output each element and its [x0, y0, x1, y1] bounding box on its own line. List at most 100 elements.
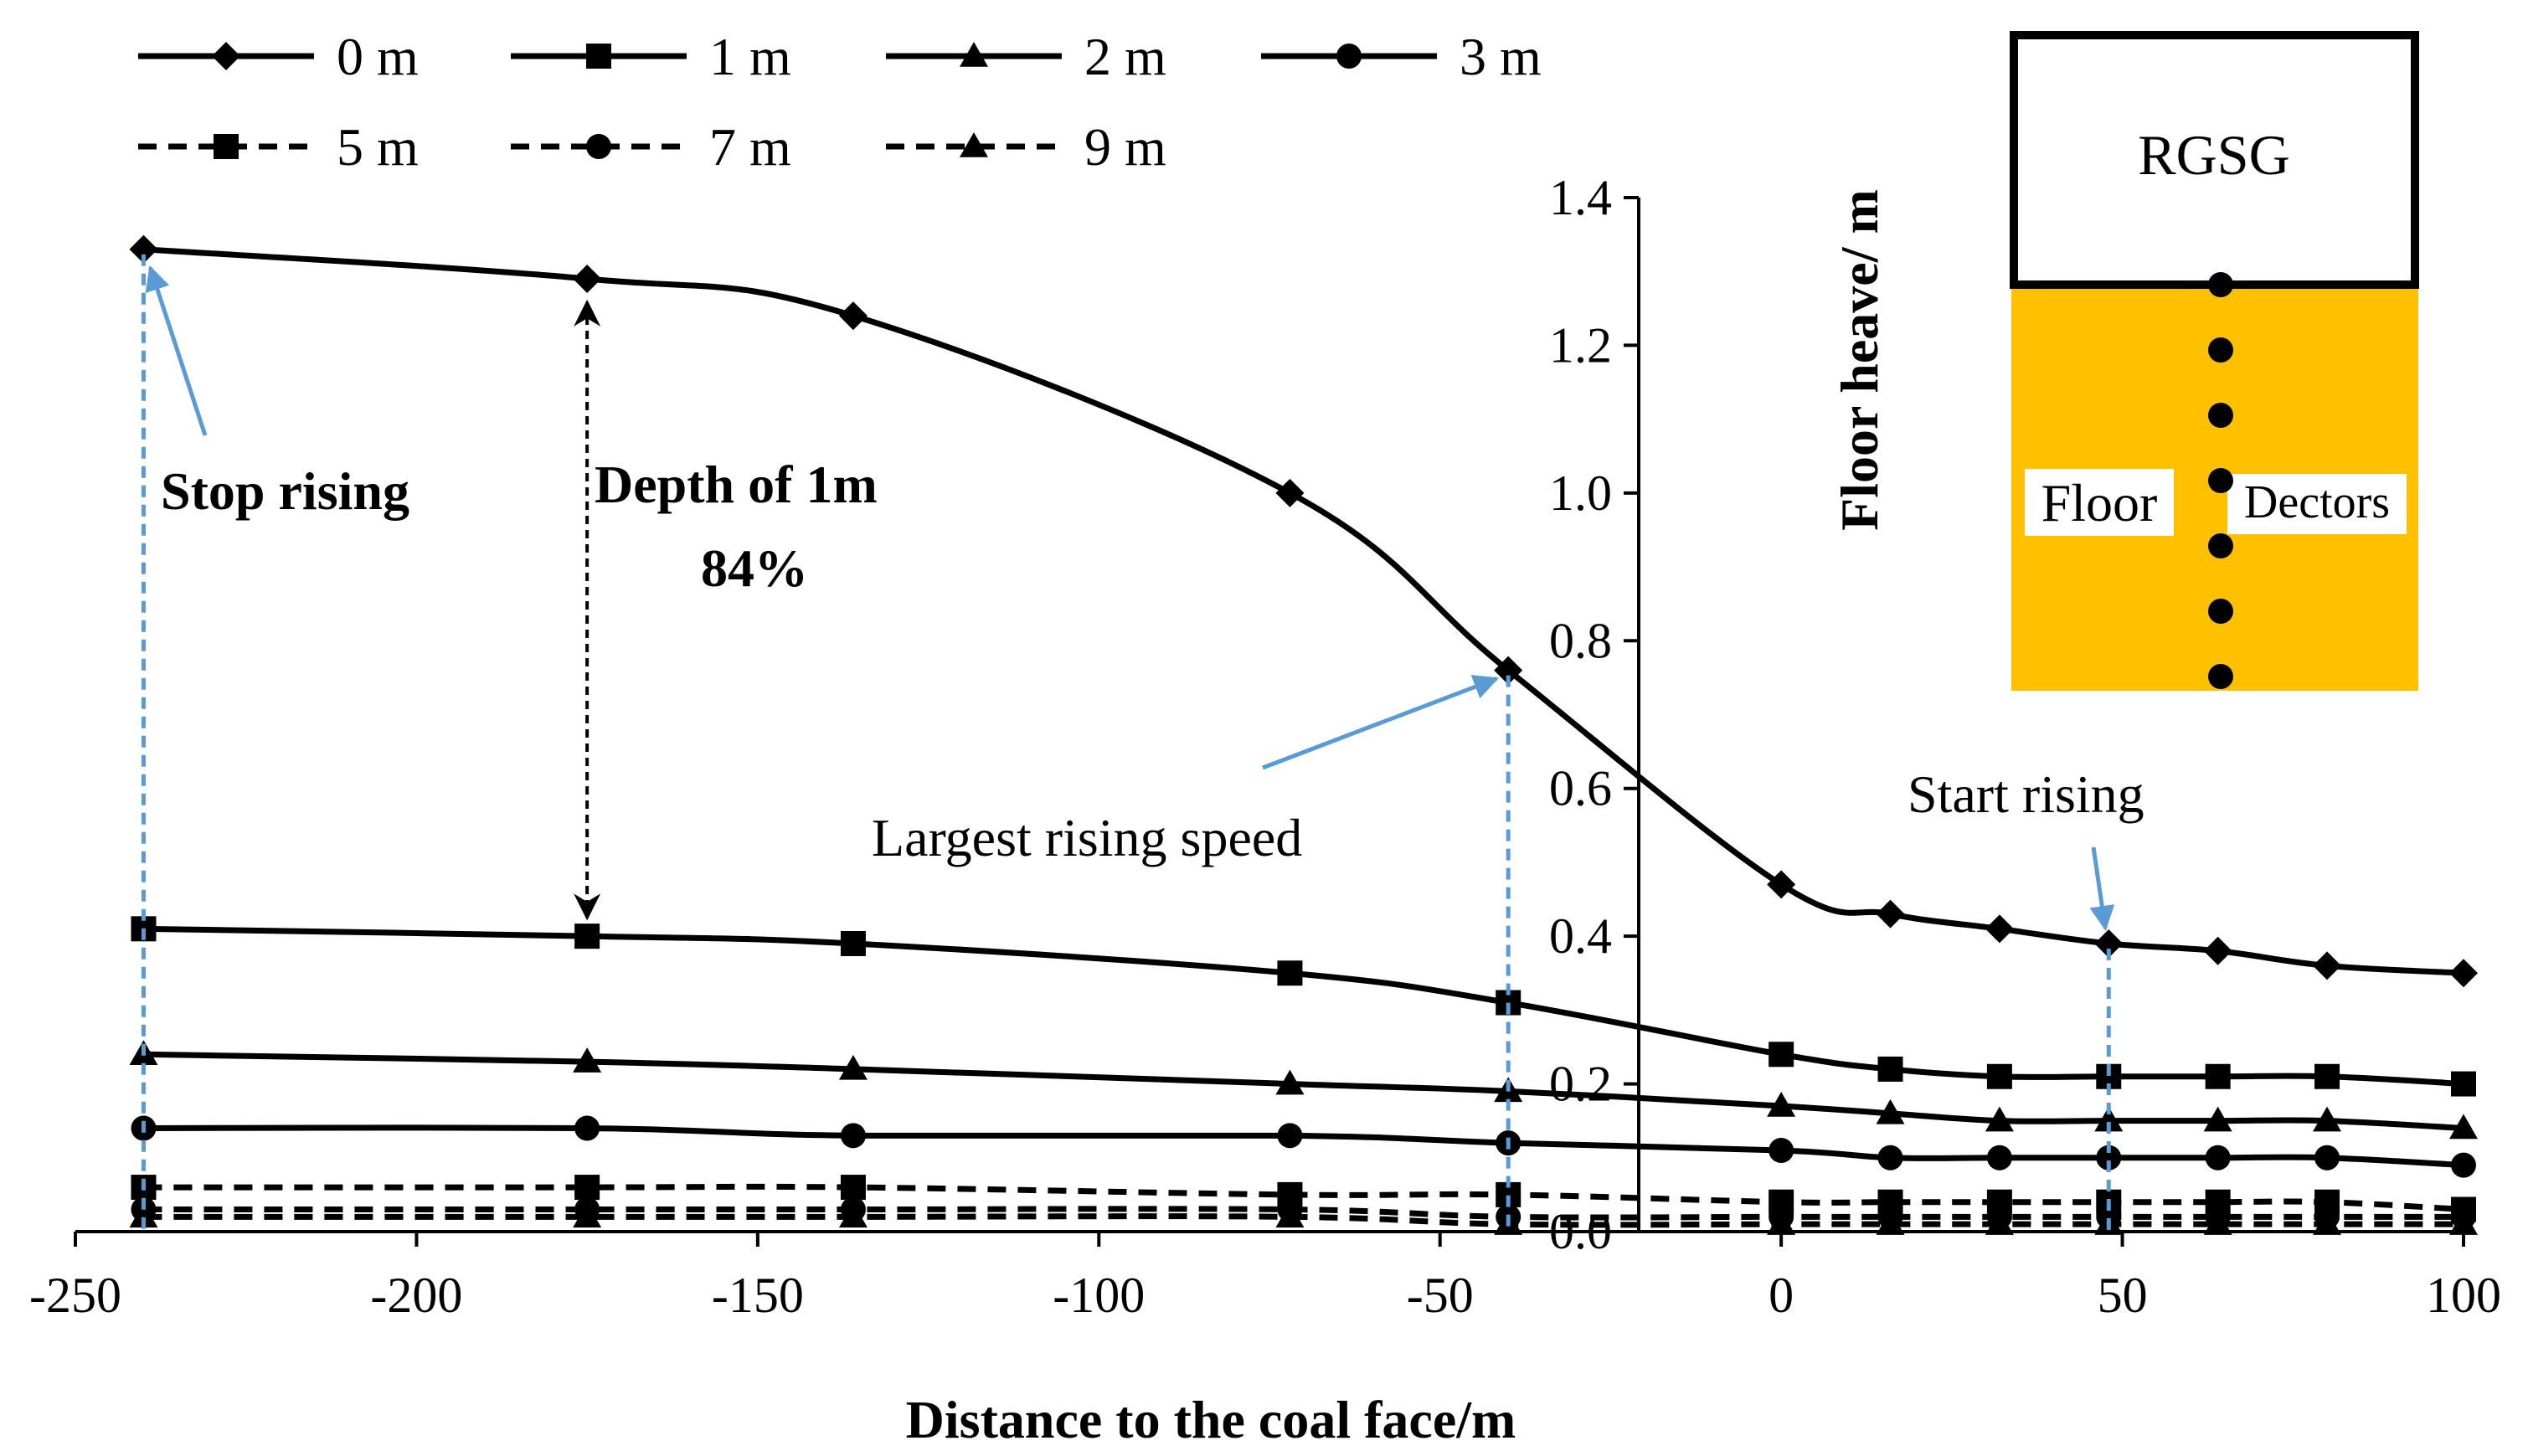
legend-label: 7 m [709, 117, 791, 177]
legend-label: 9 m [1084, 117, 1166, 177]
data-point [1277, 960, 1303, 986]
detector-dot [2208, 664, 2233, 689]
detector-dot [2208, 468, 2233, 493]
annotation-largest-speed: Largest rising speed [872, 808, 1302, 867]
legend-item: 5 m [138, 117, 419, 177]
y-tick-label: 0.6 [1549, 761, 1612, 816]
data-point [2449, 959, 2478, 988]
annotation-stop-rising: Stop rising [161, 461, 409, 521]
legend-marker [214, 134, 239, 159]
series-layer [129, 234, 2478, 1235]
detector-dot [2208, 403, 2233, 428]
inset-detectors-label-bg [2227, 474, 2407, 534]
data-point [2314, 1063, 2340, 1089]
legend-marker [1336, 44, 1362, 69]
legend: 0 m 1 m 2 m 3 m 5 m 7 m 9 m [138, 27, 1542, 177]
data-point [574, 924, 600, 949]
series-2m [129, 1040, 2478, 1140]
data-point [1275, 1202, 1305, 1228]
series-line [143, 246, 2464, 976]
data-point [129, 234, 158, 264]
y-tick-label: 1.4 [1549, 170, 1612, 225]
inset-floor-label: Floor [2041, 473, 2158, 532]
y-tick-label: 1.2 [1549, 317, 1612, 373]
legend-marker [586, 134, 611, 159]
data-point [2205, 1063, 2231, 1089]
y-ticks: 0.0 0.2 0.4 0.6 0.8 1.0 1.2 1.4 [1549, 170, 1639, 1259]
data-point [574, 1175, 600, 1201]
data-point [1767, 1210, 1796, 1235]
start-rising-arrow [2089, 846, 2115, 931]
data-point [2096, 1145, 2122, 1170]
legend-marker [586, 44, 611, 69]
y-axis-title: Floor heave/ m [1830, 189, 1889, 531]
inset-detector-dots [2208, 272, 2233, 689]
legend-marker [212, 42, 240, 70]
legend-item: 7 m [511, 117, 791, 177]
legend-item: 2 m [886, 27, 1166, 86]
legend-item: 3 m [1261, 27, 1542, 86]
legend-marker [960, 132, 988, 157]
detector-dot [2208, 533, 2233, 558]
data-point [573, 265, 602, 294]
legend-item: 0 m [138, 27, 419, 86]
data-point [1986, 1063, 2012, 1089]
data-point [1769, 1042, 1794, 1068]
data-point [840, 1123, 866, 1149]
data-point [2203, 936, 2232, 965]
data-point [574, 1115, 600, 1141]
series-3m [131, 1115, 2476, 1178]
data-point [2449, 1210, 2478, 1235]
x-tick-label: 50 [2098, 1268, 2148, 1323]
legend-marker [960, 42, 988, 67]
inset-detectors-label: Dectors [2244, 476, 2390, 528]
data-point [1494, 656, 1523, 685]
y-tick-label: 0.8 [1549, 613, 1612, 668]
data-point [2313, 1106, 2342, 1132]
detector-dot [2208, 337, 2233, 363]
data-point [2451, 1071, 2476, 1097]
data-point [2313, 951, 2342, 980]
data-point [1767, 1092, 1796, 1117]
data-point [573, 1202, 602, 1228]
legend-label: 1 m [709, 27, 791, 86]
annotation-guides [141, 254, 2115, 1232]
data-point [838, 301, 868, 331]
legend-item: 1 m [511, 27, 791, 86]
legend-label: 3 m [1460, 27, 1542, 86]
legend-label: 0 m [337, 27, 419, 86]
inset-rgsg-box [2010, 31, 2419, 289]
y-tick-label: 0.2 [1549, 1057, 1612, 1112]
data-point [2203, 1210, 2232, 1235]
x-tick-label: 100 [2426, 1268, 2501, 1323]
data-point [1985, 1106, 2014, 1132]
data-point [1767, 870, 1796, 899]
x-tick-label: -200 [370, 1268, 462, 1323]
inset-diagram: RGSG Floor Dectors [2010, 31, 2419, 691]
legend-item: 9 m [886, 117, 1166, 177]
data-point [1876, 899, 1905, 929]
data-point [1986, 1145, 2012, 1170]
data-point [1769, 1137, 1794, 1163]
data-point [1877, 1145, 1903, 1170]
x-tick-label: 0 [1769, 1268, 1794, 1323]
series-1m [131, 916, 2476, 1097]
largest-speed-arrow [1262, 675, 1500, 770]
annotation-start-rising: Start rising [1908, 764, 2144, 824]
inset-floor-label-bg [2025, 469, 2174, 536]
legend-label: 2 m [1084, 27, 1166, 86]
y-tick-label: 1.0 [1549, 466, 1612, 521]
data-point [2314, 1145, 2340, 1170]
x-tick-label: -100 [1053, 1268, 1145, 1323]
data-point [1877, 1056, 1903, 1082]
data-point [1985, 1210, 2014, 1235]
legend-label: 5 m [337, 117, 419, 177]
axes [75, 198, 2464, 1233]
x-tick-label: -150 [712, 1268, 804, 1323]
data-point [2451, 1152, 2476, 1178]
annotation-depth-line1: Depth of 1m [595, 455, 878, 514]
data-point [1275, 478, 1305, 507]
data-point [2313, 1210, 2342, 1235]
x-tick-label: -50 [1407, 1268, 1474, 1323]
series-7m [131, 1196, 2476, 1230]
